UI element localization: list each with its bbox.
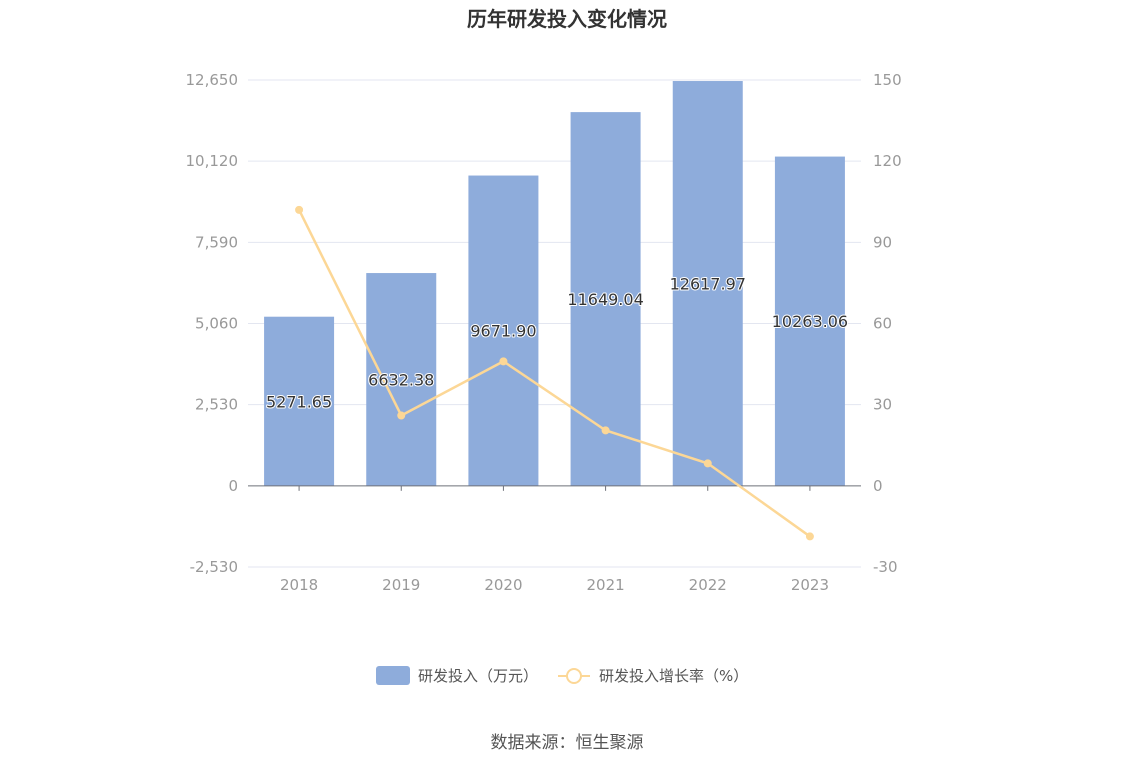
y-right-tick-label: -30 [873, 558, 898, 576]
x-tick-label: 2019 [382, 576, 420, 594]
legend-item-bar[interactable]: 研发投入（万元） [376, 666, 538, 685]
bar-data-label: 11649.04 [567, 290, 643, 309]
bar[interactable] [264, 316, 335, 486]
y-right-tick-label: 0 [873, 477, 883, 495]
bar[interactable] [366, 273, 437, 486]
y-left-tick-label: 0 [228, 477, 238, 495]
bar-data-label: 12617.97 [670, 274, 746, 293]
x-tick-label: 2021 [586, 576, 624, 594]
x-axis: 2018 2019 2020 2021 2022 2023 [248, 485, 861, 594]
bar-data-label: 9671.90 [470, 322, 536, 341]
y-right-tick-label: 120 [873, 152, 902, 170]
y-axis-left: -2,530 0 2,530 5,060 7,590 10,120 12,650 [186, 71, 239, 576]
y-axis-right: -30 0 30 60 90 120 150 [873, 71, 902, 576]
line-point[interactable] [499, 357, 508, 366]
legend: 研发投入（万元） 研发投入增长率（%） [376, 666, 748, 685]
legend-line-label: 研发投入增长率（%） [599, 667, 748, 685]
y-left-tick-label: -2,530 [190, 558, 238, 576]
legend-item-line[interactable]: 研发投入增长率（%） [558, 667, 748, 685]
line-series [295, 205, 814, 541]
bar-data-label: 5271.65 [266, 392, 332, 411]
grid-lines [248, 79, 861, 568]
chart-title: 历年研发投入变化情况 [467, 7, 667, 31]
legend-bar-label: 研发投入（万元） [418, 667, 538, 685]
y-right-tick-label: 90 [873, 233, 892, 251]
x-tick-label: 2023 [791, 576, 829, 594]
bar-series [264, 81, 845, 486]
bar-labels: 5271.65 6632.38 9671.90 11649.04 12617.97 102… [265, 273, 849, 412]
x-tick-label: 2022 [689, 576, 727, 594]
y-left-tick-label: 2,530 [195, 396, 238, 414]
line-point[interactable] [601, 426, 610, 435]
bar[interactable] [774, 156, 845, 486]
bar[interactable] [570, 112, 641, 486]
legend-bar-swatch [376, 666, 410, 685]
y-right-tick-label: 60 [873, 315, 892, 333]
line-point[interactable] [703, 459, 712, 468]
x-tick-label: 2018 [280, 576, 318, 594]
line-point[interactable] [805, 532, 814, 541]
bar-data-label: 10263.06 [772, 312, 848, 331]
data-source: 数据来源：恒生聚源 [491, 733, 644, 753]
bar[interactable] [468, 175, 539, 486]
growth-line [297, 209, 811, 538]
y-left-tick-label: 5,060 [195, 315, 238, 333]
bar[interactable] [672, 81, 743, 486]
line-point[interactable] [295, 205, 304, 214]
line-point[interactable] [397, 411, 406, 420]
y-left-tick-label: 12,650 [186, 71, 239, 89]
legend-line-marker [566, 668, 582, 684]
y-right-tick-label: 150 [873, 71, 902, 89]
x-tick-label: 2020 [484, 576, 522, 594]
bar-data-label: 6632.38 [368, 370, 434, 389]
y-left-tick-label: 7,590 [195, 233, 238, 251]
y-left-tick-label: 10,120 [186, 152, 239, 170]
y-right-tick-label: 30 [873, 396, 892, 414]
